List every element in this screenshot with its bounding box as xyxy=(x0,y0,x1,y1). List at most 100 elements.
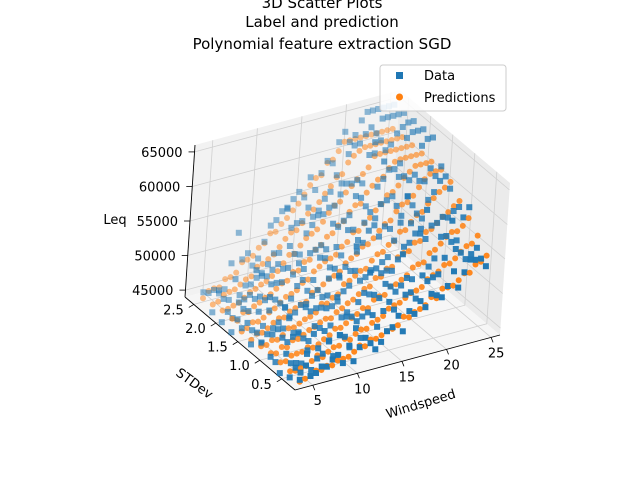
data-point xyxy=(309,292,315,299)
data-point xyxy=(268,281,275,288)
prediction-point xyxy=(362,144,368,151)
data-point xyxy=(275,326,281,333)
y-tick-label: 2.0 xyxy=(185,322,206,337)
grid-line-z xyxy=(187,200,503,294)
prediction-point xyxy=(402,154,409,161)
data-point xyxy=(362,274,369,281)
data-point xyxy=(247,281,254,288)
data-point xyxy=(285,264,292,271)
prediction-point xyxy=(406,314,412,321)
data-point xyxy=(383,197,390,204)
prediction-point xyxy=(375,176,381,183)
prediction-point xyxy=(376,227,383,234)
data-point xyxy=(334,298,341,305)
data-point xyxy=(343,313,350,320)
prediction-point xyxy=(422,229,429,235)
data-point xyxy=(365,227,372,234)
prediction-point xyxy=(450,203,457,210)
prediction-point xyxy=(267,230,274,237)
prediction-point xyxy=(310,206,317,213)
data-point xyxy=(406,177,413,184)
data-point xyxy=(346,282,353,289)
data-point xyxy=(438,294,445,301)
prediction-point xyxy=(299,348,306,355)
data-point xyxy=(339,360,346,367)
data-point xyxy=(371,150,378,157)
data-point xyxy=(398,212,405,219)
data-point xyxy=(301,194,308,201)
data-point xyxy=(327,188,334,195)
prediction-point xyxy=(384,192,391,199)
data-point xyxy=(277,300,284,307)
prediction-point xyxy=(231,286,238,293)
prediction-point xyxy=(400,313,407,320)
data-point xyxy=(288,224,295,231)
data-point xyxy=(309,222,316,229)
prediction-point xyxy=(303,235,310,242)
prediction-point xyxy=(314,226,321,233)
data-point xyxy=(457,249,464,256)
data-point xyxy=(444,283,451,289)
prediction-point xyxy=(308,358,315,364)
data-point xyxy=(397,219,404,226)
prediction-point xyxy=(356,147,363,154)
data-point xyxy=(437,177,444,184)
data-point xyxy=(391,306,397,313)
prediction-point xyxy=(352,272,359,279)
prediction-point xyxy=(215,298,222,305)
data-point xyxy=(242,282,249,289)
data-point xyxy=(455,284,462,291)
data-point xyxy=(372,139,379,146)
data-point xyxy=(420,126,427,133)
data-point xyxy=(356,344,363,351)
data-point xyxy=(406,239,413,246)
data-point xyxy=(367,340,374,347)
data-point xyxy=(369,312,376,319)
prediction-point xyxy=(448,229,455,235)
data-point xyxy=(350,358,357,365)
data-point xyxy=(438,163,445,170)
prediction-point xyxy=(324,233,330,240)
data-point xyxy=(355,299,362,306)
data-point xyxy=(270,250,277,257)
prediction-point xyxy=(295,200,302,207)
data-point xyxy=(427,165,434,172)
prediction-point xyxy=(419,208,426,215)
prediction-point xyxy=(338,243,345,250)
data-point xyxy=(395,173,402,180)
prediction-point xyxy=(329,362,336,369)
prediction-point xyxy=(350,152,357,159)
prediction-point xyxy=(306,256,313,263)
data-point xyxy=(435,271,442,278)
data-point xyxy=(234,316,241,323)
prediction-point xyxy=(350,296,357,303)
data-point xyxy=(261,238,268,245)
data-point xyxy=(424,206,431,213)
grid-line-y xyxy=(281,171,498,380)
prediction-point xyxy=(284,344,290,351)
data-point xyxy=(232,276,239,283)
data-point xyxy=(450,208,457,214)
data-point xyxy=(373,130,380,137)
prediction-point xyxy=(200,295,206,302)
prediction-point xyxy=(468,240,475,247)
prediction-point xyxy=(352,202,359,209)
data-point xyxy=(354,177,361,184)
data-point xyxy=(320,211,327,218)
prediction-point xyxy=(398,145,405,152)
data-point xyxy=(245,250,251,257)
prediction-point xyxy=(378,332,385,339)
data-point xyxy=(336,139,343,146)
data-point xyxy=(382,280,389,287)
data-point xyxy=(323,246,330,253)
prediction-point xyxy=(272,228,279,235)
data-point xyxy=(409,202,416,209)
prediction-point xyxy=(329,294,336,301)
data-point xyxy=(377,201,384,208)
prediction-point xyxy=(362,343,368,350)
prediction-point xyxy=(297,242,304,249)
prediction-point xyxy=(328,315,334,322)
prediction-point xyxy=(432,168,439,175)
data-point xyxy=(422,304,429,311)
